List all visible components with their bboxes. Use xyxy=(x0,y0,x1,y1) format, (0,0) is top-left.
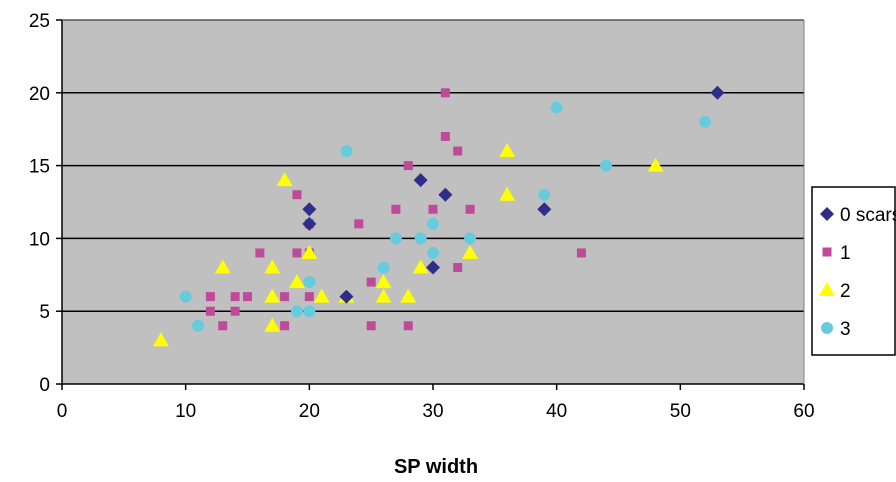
data-point xyxy=(230,306,240,316)
data-point xyxy=(276,172,293,187)
data-point xyxy=(205,292,215,302)
data-point xyxy=(576,248,586,258)
data-point xyxy=(710,85,725,100)
y-tick-label: 10 xyxy=(29,229,50,250)
data-point xyxy=(453,263,463,273)
data-point xyxy=(280,321,290,331)
x-tick-label: 20 xyxy=(299,401,320,422)
data-point xyxy=(465,204,475,214)
data-point xyxy=(550,101,563,114)
legend-label: 0 scars xyxy=(840,205,896,226)
legend-marker xyxy=(821,322,833,334)
data-point xyxy=(152,332,169,347)
data-point xyxy=(205,306,215,316)
data-points xyxy=(152,85,725,347)
data-point xyxy=(218,321,228,331)
legend: 0 scars 1 2 3 xyxy=(811,186,896,356)
data-point xyxy=(340,145,353,158)
data-point xyxy=(538,188,551,201)
data-point xyxy=(600,159,613,172)
x-tick-label: 0 xyxy=(57,401,68,422)
y-tick-labels: 0 5 10 15 20 25 xyxy=(29,11,50,396)
data-point xyxy=(313,288,330,303)
data-point xyxy=(391,204,401,214)
x-tick-label: 60 xyxy=(793,401,814,422)
y-tick-label: 15 xyxy=(29,157,50,178)
data-point xyxy=(403,321,413,331)
data-point xyxy=(366,277,376,287)
data-point xyxy=(192,319,205,332)
data-point xyxy=(243,292,252,302)
data-point xyxy=(292,248,302,258)
legend-label: 3 xyxy=(840,319,851,340)
y-tick-label: 5 xyxy=(39,302,50,323)
axes xyxy=(61,19,805,390)
x-tick-labels: 0 10 20 30 40 50 60 xyxy=(57,401,815,422)
y-tick-label: 25 xyxy=(29,11,50,32)
data-point xyxy=(462,244,479,259)
data-point xyxy=(214,259,231,274)
x-tick-label: 50 xyxy=(670,401,691,422)
data-point xyxy=(230,292,240,302)
y-tick-label: 0 xyxy=(39,375,50,396)
data-point xyxy=(375,288,392,303)
data-point xyxy=(412,259,429,274)
data-point xyxy=(354,219,364,229)
data-point xyxy=(179,290,192,303)
legend-marker xyxy=(819,282,835,296)
data-point xyxy=(400,288,417,303)
plot-area xyxy=(62,20,804,384)
data-point xyxy=(699,115,712,128)
data-point xyxy=(303,276,316,289)
data-point xyxy=(280,292,290,302)
data-point xyxy=(414,232,427,245)
data-point xyxy=(290,305,303,318)
data-point xyxy=(366,321,376,331)
data-point xyxy=(302,216,317,231)
data-point xyxy=(413,173,428,188)
y-tick-label: 20 xyxy=(29,84,50,105)
data-point xyxy=(264,259,281,274)
data-point xyxy=(304,292,314,302)
data-point xyxy=(427,246,439,259)
data-point xyxy=(403,161,413,171)
data-point xyxy=(537,202,552,217)
data-point xyxy=(301,244,318,259)
data-point xyxy=(255,248,265,258)
data-point xyxy=(292,190,302,200)
legend-label: 1 xyxy=(840,243,851,264)
data-point xyxy=(339,289,354,304)
x-tick-label: 40 xyxy=(546,401,567,422)
data-point xyxy=(375,274,392,289)
data-point xyxy=(264,317,281,332)
data-point xyxy=(303,305,316,318)
x-axis-label: SP width xyxy=(394,456,478,478)
series-circle-points xyxy=(179,101,712,332)
x-tick-label: 10 xyxy=(175,401,196,422)
data-point xyxy=(302,202,317,217)
data-point xyxy=(440,131,450,141)
legend-marker xyxy=(822,247,832,257)
data-point xyxy=(453,146,463,156)
data-point xyxy=(438,187,453,202)
legend-marker xyxy=(820,207,834,221)
data-point xyxy=(389,232,402,245)
data-point xyxy=(499,143,516,158)
data-point xyxy=(499,186,516,201)
data-point xyxy=(426,260,440,275)
x-tick-label: 30 xyxy=(422,401,443,422)
data-point xyxy=(464,232,477,245)
data-point xyxy=(428,204,438,214)
series-diamond-points xyxy=(302,85,725,304)
plot-background xyxy=(62,20,804,384)
legend-label: 2 xyxy=(840,281,851,302)
data-point xyxy=(377,261,390,274)
data-point xyxy=(264,288,281,303)
data-point xyxy=(288,274,305,289)
data-point xyxy=(427,217,439,230)
data-point xyxy=(440,88,450,98)
data-point xyxy=(647,157,664,172)
